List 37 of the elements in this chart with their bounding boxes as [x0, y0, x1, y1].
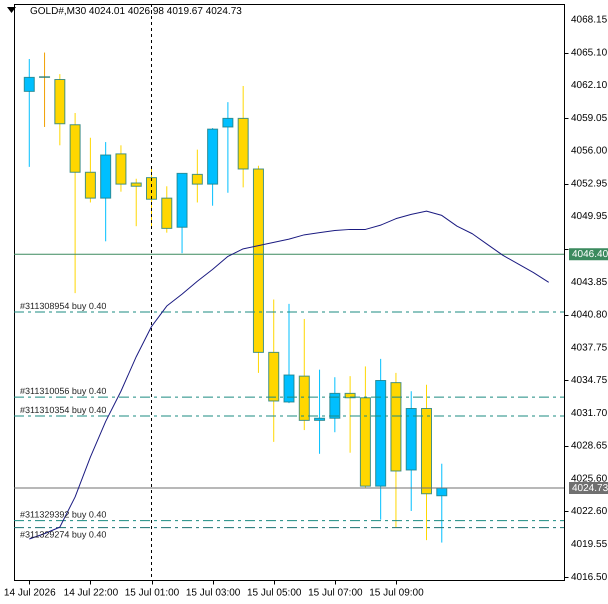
y-tick-label: 4056.00: [571, 146, 608, 157]
x-tick-label: 14 Jul 22:00: [64, 588, 119, 598]
y-tick-label: 4025.60: [571, 474, 608, 485]
ref-line-label: #311310354 buy 0.40: [20, 405, 106, 416]
ref-line-label: 4046.40: [572, 249, 608, 260]
x-tick-label: 14 Jul 2026: [4, 588, 56, 598]
chart-title: GOLD#,M30 4024.01 4026.98 4019.67 4024.73: [30, 6, 242, 17]
x-tick-label: 15 Jul 01:00: [124, 588, 180, 598]
y-tick-label: 4062.10: [571, 80, 608, 91]
y-tick-label: 4028.65: [571, 440, 608, 452]
y-tick-label: 4016.50: [571, 572, 608, 583]
x-tick-label: 15 Jul 03:00: [186, 588, 241, 598]
candlestick: [314, 369, 326, 454]
y-tick-label: 4065.10: [571, 48, 608, 59]
x-tick-label: 15 Jul 05:00: [246, 588, 302, 598]
ref-line-label: #311310056 buy 0.40: [20, 386, 106, 396]
ref-line-label: 4024.73: [572, 482, 608, 494]
y-tick-label: 4034.75: [571, 374, 608, 386]
x-tick-label: 15 Jul 07:00: [308, 588, 364, 598]
y-tick-label: 4068.15: [571, 14, 608, 26]
ref-line-label: #311308954 buy 0.40: [20, 300, 106, 311]
y-tick-label: 4019.55: [571, 538, 608, 550]
y-tick-label: 4022.60: [571, 506, 608, 517]
candlestick: [130, 178, 142, 227]
y-tick-label: 4031.70: [571, 408, 608, 419]
y-tick-label: 4059.05: [571, 112, 608, 124]
candlestick: [39, 52, 50, 128]
y-tick-label: 4043.85: [571, 276, 608, 288]
y-tick-label: 4040.80: [571, 310, 608, 321]
candlestick: [436, 463, 448, 544]
candlestick: [192, 149, 203, 203]
y-tick-label: 4037.75: [571, 342, 608, 354]
y-tick-label: 4052.95: [571, 178, 608, 190]
candlestick: [222, 102, 234, 194]
x-tick-label: 15 Jul 09:00: [369, 588, 424, 598]
y-tick-label: 4049.95: [571, 210, 608, 222]
candlestick: [24, 58, 35, 168]
